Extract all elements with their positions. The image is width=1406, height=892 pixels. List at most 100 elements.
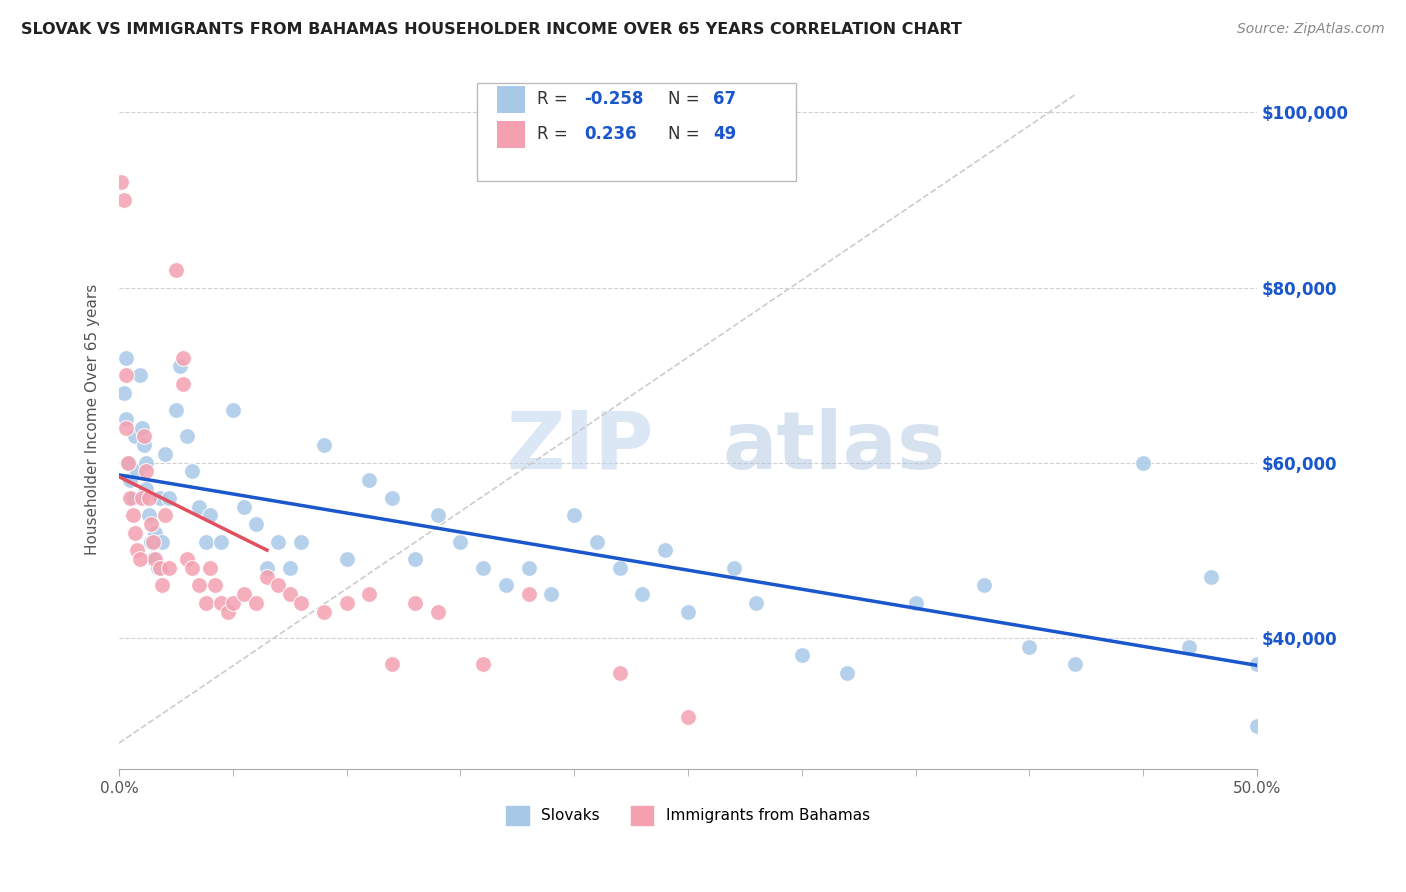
Point	[157, 561, 180, 575]
Point	[153, 508, 176, 523]
Text: atlas: atlas	[723, 408, 945, 486]
Point	[495, 578, 517, 592]
Point	[180, 465, 202, 479]
Point	[149, 561, 172, 575]
Point	[449, 534, 471, 549]
Point	[723, 561, 745, 575]
Point	[138, 508, 160, 523]
Point	[517, 587, 540, 601]
Text: 49: 49	[713, 126, 737, 144]
Point	[631, 587, 654, 601]
Point	[745, 596, 768, 610]
Point	[128, 552, 150, 566]
Point	[472, 561, 495, 575]
Point	[172, 351, 194, 365]
Point	[150, 578, 173, 592]
Point	[404, 552, 426, 566]
Point	[153, 447, 176, 461]
Point	[222, 403, 245, 417]
Point	[176, 429, 198, 443]
Point	[1064, 657, 1087, 672]
Point	[267, 534, 290, 549]
Point	[135, 456, 157, 470]
Point	[115, 368, 138, 383]
Point	[124, 429, 146, 443]
Point	[115, 420, 138, 434]
Point	[157, 491, 180, 505]
Point	[115, 412, 138, 426]
Point	[217, 605, 239, 619]
Point	[312, 605, 335, 619]
Point	[278, 587, 301, 601]
Text: R =: R =	[537, 90, 572, 108]
Point	[146, 561, 169, 575]
Point	[1246, 657, 1268, 672]
FancyBboxPatch shape	[496, 121, 526, 148]
Point	[172, 376, 194, 391]
Point	[145, 525, 167, 540]
Point	[973, 578, 995, 592]
Point	[187, 500, 209, 514]
Text: ZIP: ZIP	[506, 408, 654, 486]
Text: -0.258: -0.258	[585, 90, 644, 108]
Point	[127, 465, 149, 479]
Point	[124, 525, 146, 540]
Point	[120, 473, 142, 487]
Text: 0.236: 0.236	[585, 126, 637, 144]
Point	[131, 491, 153, 505]
Text: N =: N =	[668, 90, 704, 108]
Point	[562, 508, 585, 523]
Point	[676, 710, 699, 724]
Point	[245, 596, 267, 610]
Point	[837, 665, 859, 680]
Point	[121, 508, 143, 523]
Y-axis label: Householder Income Over 65 years: Householder Income Over 65 years	[86, 284, 100, 555]
Point	[256, 569, 278, 583]
Point	[426, 508, 449, 523]
Point	[142, 534, 165, 549]
Point	[121, 491, 143, 505]
Point	[112, 385, 135, 400]
Point	[381, 491, 404, 505]
Text: Source: ZipAtlas.com: Source: ZipAtlas.com	[1237, 22, 1385, 37]
Point	[245, 516, 267, 531]
Point	[540, 587, 562, 601]
Point	[139, 534, 162, 549]
Point	[336, 552, 359, 566]
Point	[169, 359, 191, 374]
Point	[256, 561, 278, 575]
Point	[359, 587, 381, 601]
Point	[132, 429, 155, 443]
FancyBboxPatch shape	[496, 86, 526, 112]
Point	[517, 561, 540, 575]
Point	[654, 543, 676, 558]
Text: 67: 67	[713, 90, 737, 108]
Point	[110, 175, 132, 189]
Point	[180, 561, 202, 575]
Point	[312, 438, 335, 452]
Point	[117, 456, 139, 470]
Point	[198, 508, 221, 523]
Point	[790, 648, 813, 663]
Point	[127, 543, 149, 558]
Point	[1177, 640, 1199, 654]
FancyBboxPatch shape	[478, 83, 796, 181]
Point	[132, 438, 155, 452]
Point	[676, 605, 699, 619]
Point	[145, 552, 167, 566]
Point	[290, 534, 312, 549]
Point	[404, 596, 426, 610]
Point	[187, 578, 209, 592]
Point	[904, 596, 927, 610]
Point	[336, 596, 359, 610]
Point	[112, 193, 135, 207]
Point	[194, 596, 217, 610]
Point	[1018, 640, 1040, 654]
Point	[290, 596, 312, 610]
Point	[198, 561, 221, 575]
Point	[1132, 456, 1154, 470]
Point	[194, 534, 217, 549]
Point	[278, 561, 301, 575]
Point	[426, 605, 449, 619]
Point	[117, 456, 139, 470]
